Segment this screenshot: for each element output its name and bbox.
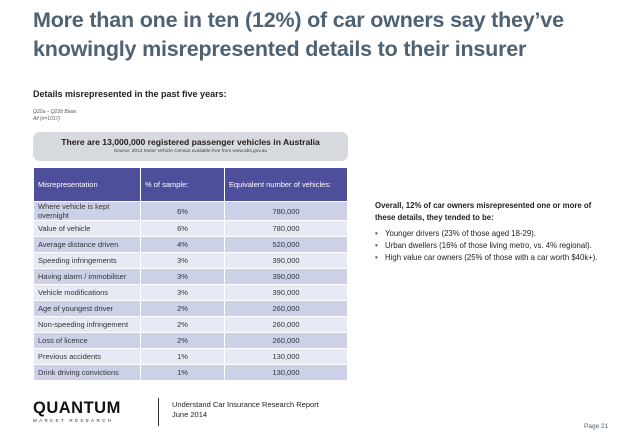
table-cell: 3% [140, 252, 225, 269]
table-cell: 3% [140, 284, 225, 301]
list-item: • Urban dwellers (16% of those living met… [375, 240, 603, 252]
report-info: Understand Car Insurance Research Report… [172, 400, 319, 420]
table-row: Vehicle modifications 3% 390,000 [33, 284, 348, 301]
summary-bullet-list: • Younger drivers (23% of those aged 18-2… [375, 228, 603, 264]
table-cell: 6% [140, 220, 225, 237]
table-cell: Speeding infringements [33, 252, 141, 269]
table-cell: 260,000 [224, 316, 348, 333]
table-cell: 780,000 [224, 220, 348, 237]
bullet-text: Urban dwellers (16% of those living metr… [385, 241, 592, 250]
banner-source: Source: 2013 Motor Vehicle Census availa… [113, 149, 268, 154]
table-cell: 260,000 [224, 332, 348, 349]
summary-lead: Overall, 12% of car owners misrepresente… [375, 201, 592, 222]
table-cell: Drink driving convictions [33, 364, 141, 381]
table-cell: Age of youngest driver [33, 300, 141, 317]
table-cell: 4% [140, 236, 225, 253]
question-reference-line: Q22a – Q22b Base: [33, 109, 78, 115]
bullet-icon: • [375, 229, 378, 238]
question-reference-line: All (n=1017) [33, 116, 61, 122]
table-cell: 780,000 [224, 201, 348, 221]
table-cell: 520,000 [224, 236, 348, 253]
table-cell: Previous accidents [33, 348, 141, 365]
table-row: Non-speeding infringement 2% 260,000 [33, 316, 348, 333]
table-row: Age of youngest driver 2% 260,000 [33, 300, 348, 317]
summary-panel: Overall, 12% of car owners misrepresente… [375, 200, 603, 264]
table-cell: 1% [140, 364, 225, 381]
table-row: Where vehicle is kept overnight 6% 780,0… [33, 201, 348, 221]
table-row: Value of vehicle 6% 780,000 [33, 220, 348, 237]
table-cell: Non-speeding infringement [33, 316, 141, 333]
table-cell: 130,000 [224, 348, 348, 365]
banner-headline: There are 13,000,000 registered passenge… [61, 137, 320, 147]
page-number: Page 21 [584, 423, 609, 430]
vehicle-count-banner: There are 13,000,000 registered passenge… [33, 132, 348, 161]
table-row: Having alarm / immobiliser 3% 390,000 [33, 268, 348, 285]
table-cell: 2% [140, 316, 225, 333]
logo-wordmark: QUANTUM [33, 399, 121, 417]
table-cell: Value of vehicle [33, 220, 141, 237]
table-cell: 2% [140, 332, 225, 349]
list-item: • Younger drivers (23% of those aged 18-2… [375, 228, 603, 240]
table-row: Average distance driven 4% 520,000 [33, 236, 348, 253]
page-title: More than one in ten (12%) of car owners… [33, 8, 564, 61]
bullet-icon: • [375, 241, 378, 250]
table-cell: Vehicle modifications [33, 284, 141, 301]
report-title: Understand Car Insurance Research Report [172, 400, 319, 409]
logo-tagline: MARKET RESEARCH [33, 418, 114, 423]
section-subheading: Details misrepresented in the past five … [33, 89, 227, 99]
table-cell: Having alarm / immobiliser [33, 268, 141, 285]
question-reference: Q22a – Q22b Base: All (n=1017) [33, 109, 77, 123]
table-cell: 130,000 [224, 364, 348, 381]
misrepresentation-table: Misrepresentation % of sample: Equivalen… [33, 167, 348, 381]
column-header: Misrepresentation [33, 167, 141, 202]
table-cell: 390,000 [224, 284, 348, 301]
column-header: Equivalent number of vehicles: [224, 167, 348, 202]
table-cell: 1% [140, 348, 225, 365]
list-item: • High value car owners (25% of those wit… [375, 252, 603, 264]
table-cell: 3% [140, 268, 225, 285]
column-header: % of sample: [140, 167, 225, 202]
table-row: Drink driving convictions 1% 130,000 [33, 364, 348, 381]
bullet-text: Younger drivers (23% of those aged 18-29… [385, 229, 536, 238]
table-cell: 390,000 [224, 252, 348, 269]
bullet-text: High value car owners (25% of those with… [385, 253, 598, 262]
table-cell: Loss of licence [33, 332, 141, 349]
table-row: Speeding infringements 3% 390,000 [33, 252, 348, 269]
table-row: Loss of licence 2% 260,000 [33, 332, 348, 349]
table-row: Previous accidents 1% 130,000 [33, 348, 348, 365]
table-cell: 6% [140, 201, 225, 221]
table-cell: Where vehicle is kept overnight [33, 201, 141, 221]
report-date: June 2014 [172, 410, 208, 419]
bullet-icon: • [375, 253, 378, 262]
company-logo: QUANTUM MARKET RESEARCH [33, 399, 121, 423]
table-cell: Average distance driven [33, 236, 141, 253]
table-cell: 390,000 [224, 268, 348, 285]
table-header-row: Misrepresentation % of sample: Equivalen… [33, 167, 348, 202]
table-cell: 260,000 [224, 300, 348, 317]
table-cell: 2% [140, 300, 225, 317]
footer-divider [158, 398, 159, 426]
